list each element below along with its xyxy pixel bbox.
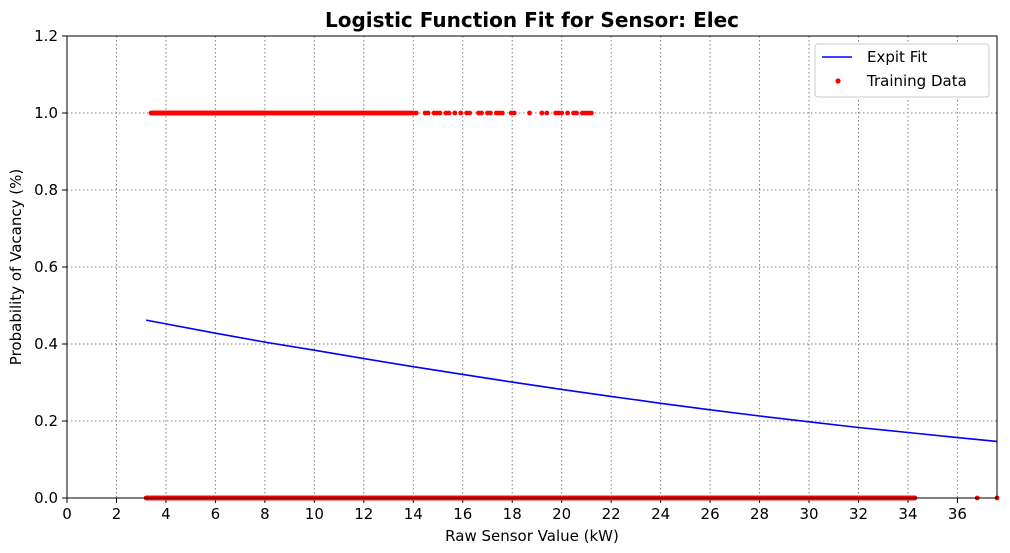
x-tick-label: 36 <box>948 505 967 523</box>
data-point <box>488 110 493 116</box>
data-point <box>539 110 545 116</box>
data-point <box>499 110 505 116</box>
grid <box>67 36 997 498</box>
x-tick-label: 2 <box>112 505 122 523</box>
x-tick-label: 30 <box>799 505 818 523</box>
x-tick-label: 20 <box>552 505 571 523</box>
data-point <box>565 110 571 116</box>
data-point <box>479 110 484 116</box>
plot-area <box>143 110 1000 501</box>
x-tick-label: 34 <box>898 505 917 523</box>
data-point <box>527 110 532 116</box>
x-tick-label: 4 <box>161 505 171 523</box>
y-tick-label: 0.4 <box>34 335 58 353</box>
x-tick-label: 26 <box>701 505 720 523</box>
legend-label-expit-fit: Expit Fit <box>867 48 927 66</box>
x-tick-label: 14 <box>404 505 423 523</box>
axis-ticks: 0 2 4 6 8 10 12 14 16 18 20 22 24 26 28 30 32 34 360.00.20… <box>34 27 967 523</box>
y-tick-label: 0.0 <box>34 489 58 507</box>
legend: Expit Fit Training Data <box>814 43 990 98</box>
data-point <box>458 110 464 116</box>
data-point <box>574 110 579 116</box>
x-tick-label: 6 <box>211 505 221 523</box>
data-point <box>437 110 443 116</box>
x-tick-label: 24 <box>651 505 670 523</box>
legend-box <box>814 43 990 98</box>
data-point <box>425 110 431 116</box>
chart-title: Logistic Function Fit for Sensor: Elec <box>325 8 739 32</box>
data-point <box>446 110 452 116</box>
legend-label-training-data: Training Data <box>866 72 967 90</box>
x-axis-label: Raw Sensor Value (kW) <box>445 527 619 545</box>
y-tick-label: 0.8 <box>34 181 58 199</box>
x-tick-label: 10 <box>305 505 324 523</box>
x-tick-label: 16 <box>453 505 472 523</box>
data-point <box>588 110 594 116</box>
data-point <box>544 110 550 116</box>
y-tick-label: 0.2 <box>34 412 58 430</box>
data-point <box>467 110 473 116</box>
x-tick-label: 18 <box>503 505 522 523</box>
legend-dot-marker <box>835 78 841 84</box>
y-tick-label: 0.6 <box>34 258 58 276</box>
plot-frame <box>66 35 998 499</box>
y-tick-label: 1.0 <box>34 104 58 122</box>
y-tick-label: 1.2 <box>34 27 58 45</box>
x-tick-label: 28 <box>750 505 769 523</box>
data-point <box>413 110 419 116</box>
data-point <box>511 110 517 116</box>
x-tick-label: 32 <box>849 505 868 523</box>
x-tick-label: 12 <box>354 505 373 523</box>
x-tick-label: 8 <box>260 505 270 523</box>
data-point <box>559 110 565 116</box>
data-point <box>452 110 458 116</box>
expit-fit-line <box>145 319 998 443</box>
x-tick-label: 22 <box>602 505 621 523</box>
y-axis-label: Probability of Vacancy (%) <box>7 169 25 365</box>
x-tick-label: 0 <box>62 505 72 523</box>
